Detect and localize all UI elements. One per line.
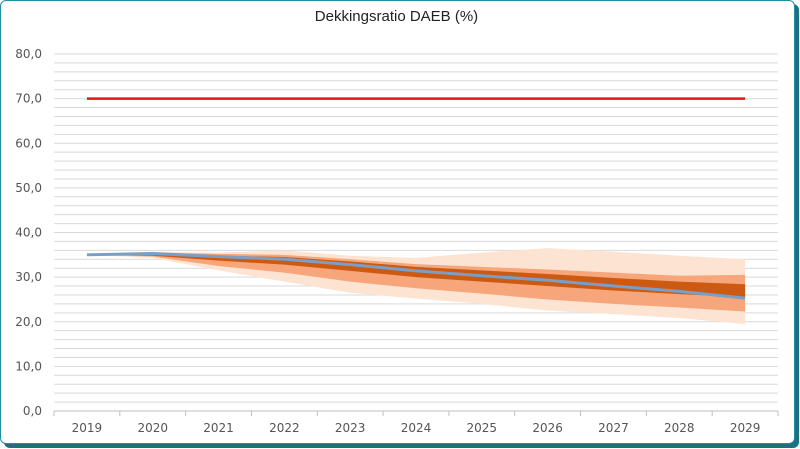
- x-tick-label: 2020: [137, 421, 168, 435]
- x-tick-label: 2026: [532, 421, 563, 435]
- x-tick-label: 2029: [730, 421, 761, 435]
- chart-title: Dekkingsratio DAEB (%): [314, 8, 479, 25]
- axes: 2019 2020 2021 2022 2023 2024 2025 2026 2027 2028…: [15, 47, 779, 435]
- x-tick-label: 2027: [598, 421, 629, 435]
- y-tick-label: 60,0: [15, 136, 42, 150]
- x-tick-label: 2022: [269, 421, 300, 435]
- y-tick-label: 10,0: [15, 359, 42, 373]
- band-inner: [86, 253, 746, 298]
- y-tick-label: 50,0: [15, 181, 42, 195]
- x-tick-label: 2024: [401, 421, 432, 435]
- grid-lines: [54, 53, 778, 403]
- x-tick-label: 2025: [467, 421, 498, 435]
- y-tick-label: 20,0: [15, 315, 42, 329]
- y-tick-label: 70,0: [15, 92, 42, 106]
- x-tick-label: 2023: [335, 421, 366, 435]
- chart-svg: 2019 2020 2021 2022 2023 2024 2025 2026 2027 2028…: [15, 47, 779, 435]
- y-tick-label: 80,0: [15, 47, 42, 61]
- y-tick-label: 30,0: [15, 270, 42, 284]
- y-tick-label: 40,0: [15, 226, 42, 240]
- series-lines: [86, 97, 746, 300]
- x-tick-label: 2021: [203, 421, 234, 435]
- x-tick-label: 2028: [664, 421, 695, 435]
- confidence-bands: [86, 248, 746, 324]
- y-tick-label: 0,0: [23, 404, 42, 418]
- band-middle: [86, 252, 746, 312]
- central-line: [86, 251, 746, 300]
- x-tick-label: 2019: [72, 421, 103, 435]
